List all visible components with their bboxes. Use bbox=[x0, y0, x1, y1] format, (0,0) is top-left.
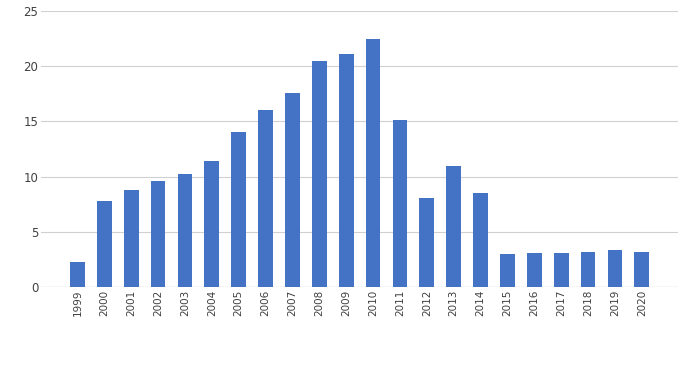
Bar bbox=[608, 250, 622, 287]
Bar bbox=[473, 193, 488, 287]
Bar bbox=[339, 54, 353, 287]
Bar bbox=[151, 181, 166, 287]
Bar bbox=[634, 252, 649, 287]
Bar bbox=[124, 190, 138, 287]
Bar bbox=[70, 262, 85, 287]
Bar bbox=[97, 201, 112, 287]
Bar bbox=[527, 253, 542, 287]
Bar bbox=[553, 253, 569, 287]
Bar bbox=[285, 93, 300, 287]
Bar bbox=[258, 110, 273, 287]
Bar bbox=[447, 166, 461, 287]
Bar bbox=[393, 120, 408, 287]
Bar bbox=[581, 252, 595, 287]
Bar bbox=[419, 198, 434, 287]
Bar bbox=[366, 39, 380, 287]
Bar bbox=[232, 132, 246, 287]
Bar bbox=[204, 161, 219, 287]
Bar bbox=[500, 254, 515, 287]
Bar bbox=[177, 174, 192, 287]
Bar bbox=[312, 61, 327, 287]
